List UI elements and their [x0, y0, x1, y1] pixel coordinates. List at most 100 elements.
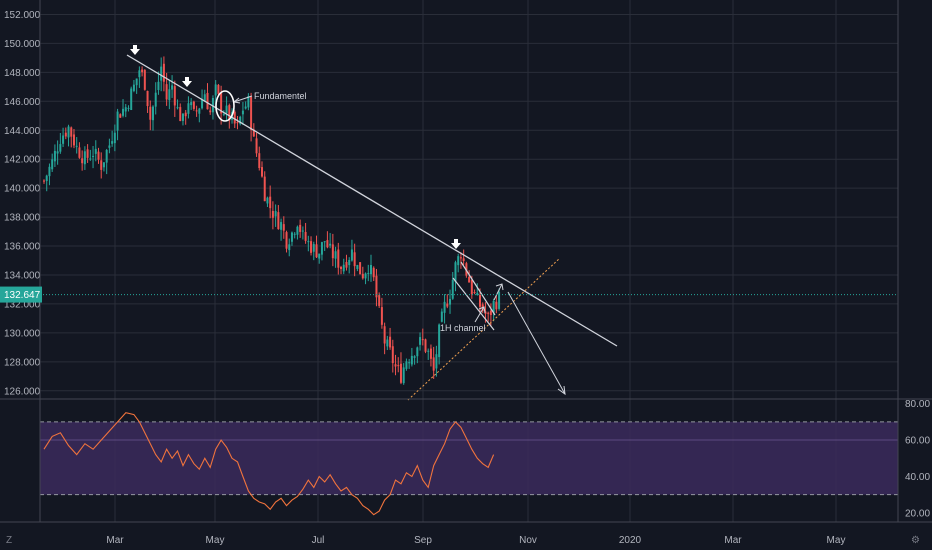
candle-body [83, 151, 86, 165]
candle-body [410, 355, 413, 365]
candle-body [220, 92, 223, 114]
rsi-band-fill [40, 421, 898, 495]
candle-body [421, 339, 424, 341]
candle-body [345, 261, 348, 268]
candle-body [492, 300, 495, 313]
candle-body [168, 89, 171, 101]
candle-body [375, 275, 378, 298]
candle-body [372, 267, 375, 278]
candle-body [97, 151, 100, 160]
candle-body [171, 85, 174, 90]
candle-body [391, 346, 394, 364]
candle-body [152, 106, 154, 121]
candle-body [72, 134, 75, 146]
candle-body [378, 295, 381, 306]
candle-body [225, 105, 228, 114]
candle-body [495, 301, 498, 310]
timezone-corner-label: Z [6, 535, 12, 546]
candle-body [102, 162, 105, 168]
candle-body [89, 158, 92, 160]
candle-body [100, 160, 103, 170]
candle-body [130, 88, 133, 111]
y-tick-label: 140.000 [4, 184, 41, 195]
candle-body [498, 291, 501, 309]
candle-body [473, 292, 476, 294]
rsi-line [43, 412, 495, 516]
candle-body [81, 158, 84, 164]
candle-body [165, 84, 168, 100]
candle-body [53, 150, 56, 162]
candle-body [56, 151, 59, 154]
dotted-support-line[interactable] [407, 257, 561, 401]
candle-body [116, 111, 119, 131]
candle-body [282, 224, 285, 231]
projection-arrow-line[interactable] [507, 291, 566, 395]
candle-body [446, 303, 449, 307]
candle-body [252, 129, 255, 137]
candle-body [427, 350, 430, 352]
candle-body [315, 244, 318, 258]
candle-body [78, 147, 81, 158]
candle-body [293, 233, 296, 235]
candle-body [190, 102, 193, 106]
candle-body [250, 96, 253, 131]
candle-body [214, 84, 217, 96]
candle-body [75, 145, 78, 147]
candle-body [438, 324, 441, 358]
candle-body [173, 86, 176, 106]
drawings[interactable]: Fundamentel 1H channel [126, 45, 618, 401]
rsi-y-tick-label: 20.00 [905, 508, 930, 519]
candle-body [228, 105, 231, 121]
candle-body [43, 180, 45, 182]
candle-body [296, 226, 299, 235]
candle-body [149, 106, 152, 120]
candle-body [342, 264, 345, 272]
candle-body [299, 224, 302, 232]
candle-body [211, 97, 214, 113]
candle-body [386, 339, 389, 347]
candle-body [331, 244, 334, 259]
x-tick-label: May [827, 535, 846, 546]
candle-body [326, 240, 329, 248]
candle-body [141, 69, 144, 73]
channel-upper-line[interactable] [460, 261, 496, 316]
main-downtrend-line[interactable] [126, 54, 618, 347]
candle-body [443, 301, 446, 313]
fundamentel-circle[interactable] [215, 90, 235, 122]
candle-body [424, 339, 427, 352]
candle-body [280, 222, 283, 230]
candle-body [113, 132, 116, 144]
candle-body [468, 277, 471, 283]
candle-body [271, 211, 274, 218]
candle-body [132, 84, 135, 91]
candle-body [383, 326, 386, 344]
candle-body [353, 252, 356, 267]
candle-body [290, 232, 293, 242]
settings-gear-icon[interactable]: ⚙ [911, 535, 920, 546]
candle-body [233, 111, 236, 124]
candle-body [364, 273, 367, 279]
y-tick-label: 132.000 [4, 299, 41, 310]
candle-body [62, 135, 65, 144]
candle-body [318, 253, 321, 259]
candle-body [307, 241, 310, 243]
candle-body [201, 99, 204, 109]
y-tick-label: 146.000 [4, 97, 41, 108]
breakout-arrow-line[interactable] [493, 283, 503, 301]
current-price-label: 132.647 [4, 290, 41, 301]
candle-body [301, 230, 304, 232]
y-tick-label: 126.000 [4, 386, 41, 397]
y-tick-label: 134.000 [4, 270, 41, 281]
candle-body [350, 249, 353, 261]
y-tick-label: 136.000 [4, 242, 41, 253]
candle-body [157, 81, 160, 91]
candle-body [239, 116, 242, 124]
arrow-down-icon [130, 45, 140, 55]
channel-lower-line[interactable] [452, 277, 495, 331]
candle-body [122, 108, 125, 116]
y-tick-label: 128.000 [4, 357, 41, 368]
candle-body [389, 336, 392, 348]
candle-body [179, 107, 182, 121]
candle-body [222, 113, 225, 115]
